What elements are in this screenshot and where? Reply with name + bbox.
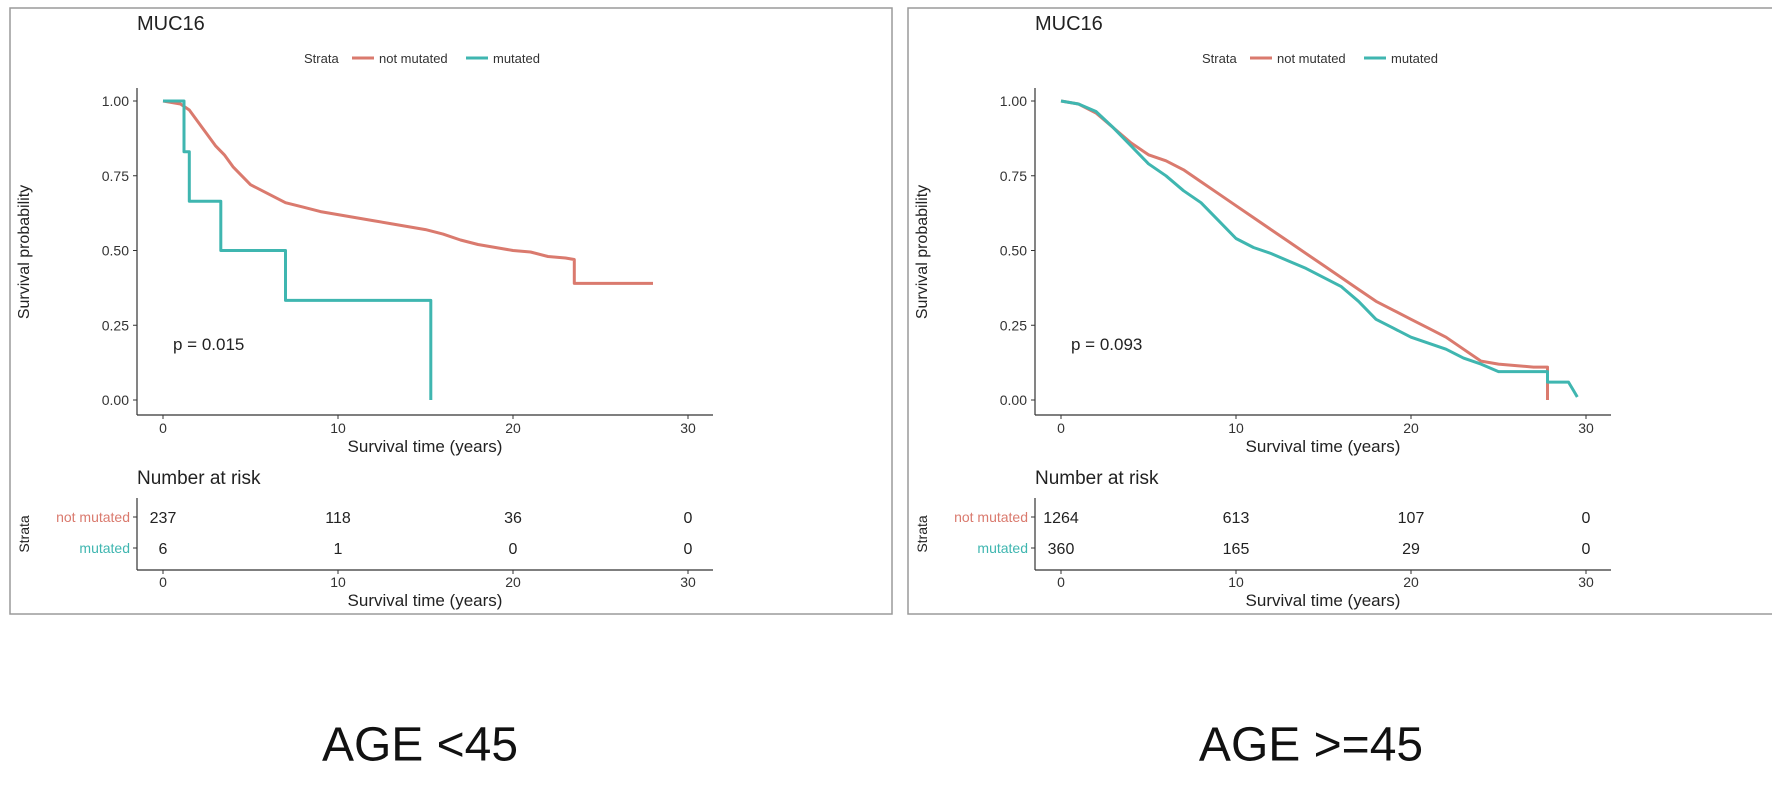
p-value-annotation: p = 0.093 (1071, 335, 1142, 354)
x-tick-label: 30 (680, 420, 696, 436)
y-tick-label: 0.25 (102, 317, 129, 333)
risk-row-label-mutated: mutated (79, 540, 130, 556)
y-tick-label: 0.50 (102, 243, 129, 259)
legend-title: Strata (304, 51, 339, 66)
panel-caption: AGE <45 (321, 718, 519, 772)
km-panel-age-under-45: MUC16 Strata not mutated mutated 0.00 0.25 0.5… (9, 7, 893, 772)
x-tick-label: 0 (159, 420, 167, 436)
y-tick-label: 0.00 (1000, 392, 1027, 408)
x-tick-label: 10 (1228, 420, 1244, 436)
y-tick-label: 0.25 (1000, 317, 1027, 333)
y-tick-label: 0.00 (102, 392, 129, 408)
risk-table-title: Number at risk (1035, 468, 1159, 489)
risk-x-tick-label: 10 (330, 574, 346, 590)
risk-x-tick-label: 0 (1057, 574, 1065, 590)
y-tick-label: 0.50 (1000, 243, 1027, 259)
legend-title: Strata (1202, 51, 1237, 66)
risk-count: 0 (684, 541, 693, 558)
risk-count: 0 (1582, 541, 1591, 558)
figure-frame (9, 7, 893, 615)
chart-title: MUC16 (137, 13, 205, 35)
x-tick-label: 0 (1057, 420, 1065, 436)
x-axis-label: Survival time (years) (348, 437, 503, 456)
risk-count: 0 (684, 510, 693, 527)
chart-title: MUC16 (1035, 13, 1103, 35)
legend-label-not-mutated: not mutated (379, 51, 448, 66)
risk-count: 36 (504, 510, 522, 527)
km-figure: MUC16 Strata not mutated mutated 0.00 0.25 0.5… (9, 7, 893, 615)
legend-label-not-mutated: not mutated (1277, 51, 1346, 66)
risk-x-axis-label: Survival time (years) (348, 591, 503, 610)
p-value-annotation: p = 0.015 (173, 335, 244, 354)
risk-x-tick-label: 30 (680, 574, 696, 590)
risk-count: 118 (325, 510, 351, 527)
risk-count: 1264 (1043, 510, 1079, 527)
risk-x-tick-label: 0 (159, 574, 167, 590)
risk-count: 360 (1048, 541, 1075, 558)
risk-x-axis-label: Survival time (years) (1246, 591, 1401, 610)
survival-curve-mutated (1060, 99, 1579, 398)
risk-strata-label: Strata (16, 515, 32, 553)
survival-curve-mutated (163, 99, 433, 400)
y-tick-label: 1.00 (102, 93, 129, 109)
risk-count: 29 (1402, 541, 1420, 558)
y-axis-label: Survival probability (914, 185, 931, 319)
km-panel-age-45-plus: MUC16 Strata not mutated mutated 0.00 0.25 0.5… (898, 0, 1772, 797)
x-tick-label: 30 (1578, 420, 1594, 436)
risk-x-tick-label: 30 (1578, 574, 1594, 590)
risk-table-title: Number at risk (137, 468, 261, 489)
risk-strata-label: Strata (914, 515, 930, 553)
x-tick-label: 10 (330, 420, 346, 436)
km-figure: MUC16 Strata not mutated mutated 0.00 0.25 0.5… (907, 7, 1772, 615)
survival-curve-not-mutated (162, 99, 653, 285)
x-axis-label: Survival time (years) (1246, 437, 1401, 456)
legend-label-mutated: mutated (1391, 51, 1438, 66)
legend-label-mutated: mutated (493, 51, 540, 66)
panel-caption: AGE >=45 (1198, 718, 1424, 772)
risk-count: 0 (1582, 510, 1591, 527)
risk-row-label-not-mutated: not mutated (56, 509, 130, 525)
risk-count: 165 (1223, 541, 1250, 558)
y-tick-label: 1.00 (1000, 93, 1027, 109)
figure-frame (907, 7, 1772, 615)
risk-x-tick-label: 20 (505, 574, 521, 590)
risk-row-label-mutated: mutated (977, 540, 1028, 556)
y-tick-label: 0.75 (102, 168, 129, 184)
risk-count: 6 (159, 541, 168, 558)
y-tick-label: 0.75 (1000, 168, 1027, 184)
legend: Strata not mutated mutated (304, 51, 540, 66)
risk-count: 107 (1398, 510, 1425, 527)
legend: Strata not mutated mutated (1202, 51, 1438, 66)
risk-count: 1 (334, 541, 343, 558)
risk-count: 0 (509, 541, 518, 558)
risk-count: 237 (150, 510, 177, 527)
risk-row-label-not-mutated: not mutated (954, 509, 1028, 525)
risk-x-tick-label: 10 (1228, 574, 1244, 590)
y-axis-label: Survival probability (16, 185, 33, 319)
x-tick-label: 20 (1403, 420, 1419, 436)
risk-x-tick-label: 20 (1403, 574, 1419, 590)
x-tick-label: 20 (505, 420, 521, 436)
risk-count: 613 (1223, 510, 1250, 527)
survival-curve-not-mutated (1060, 99, 1549, 400)
